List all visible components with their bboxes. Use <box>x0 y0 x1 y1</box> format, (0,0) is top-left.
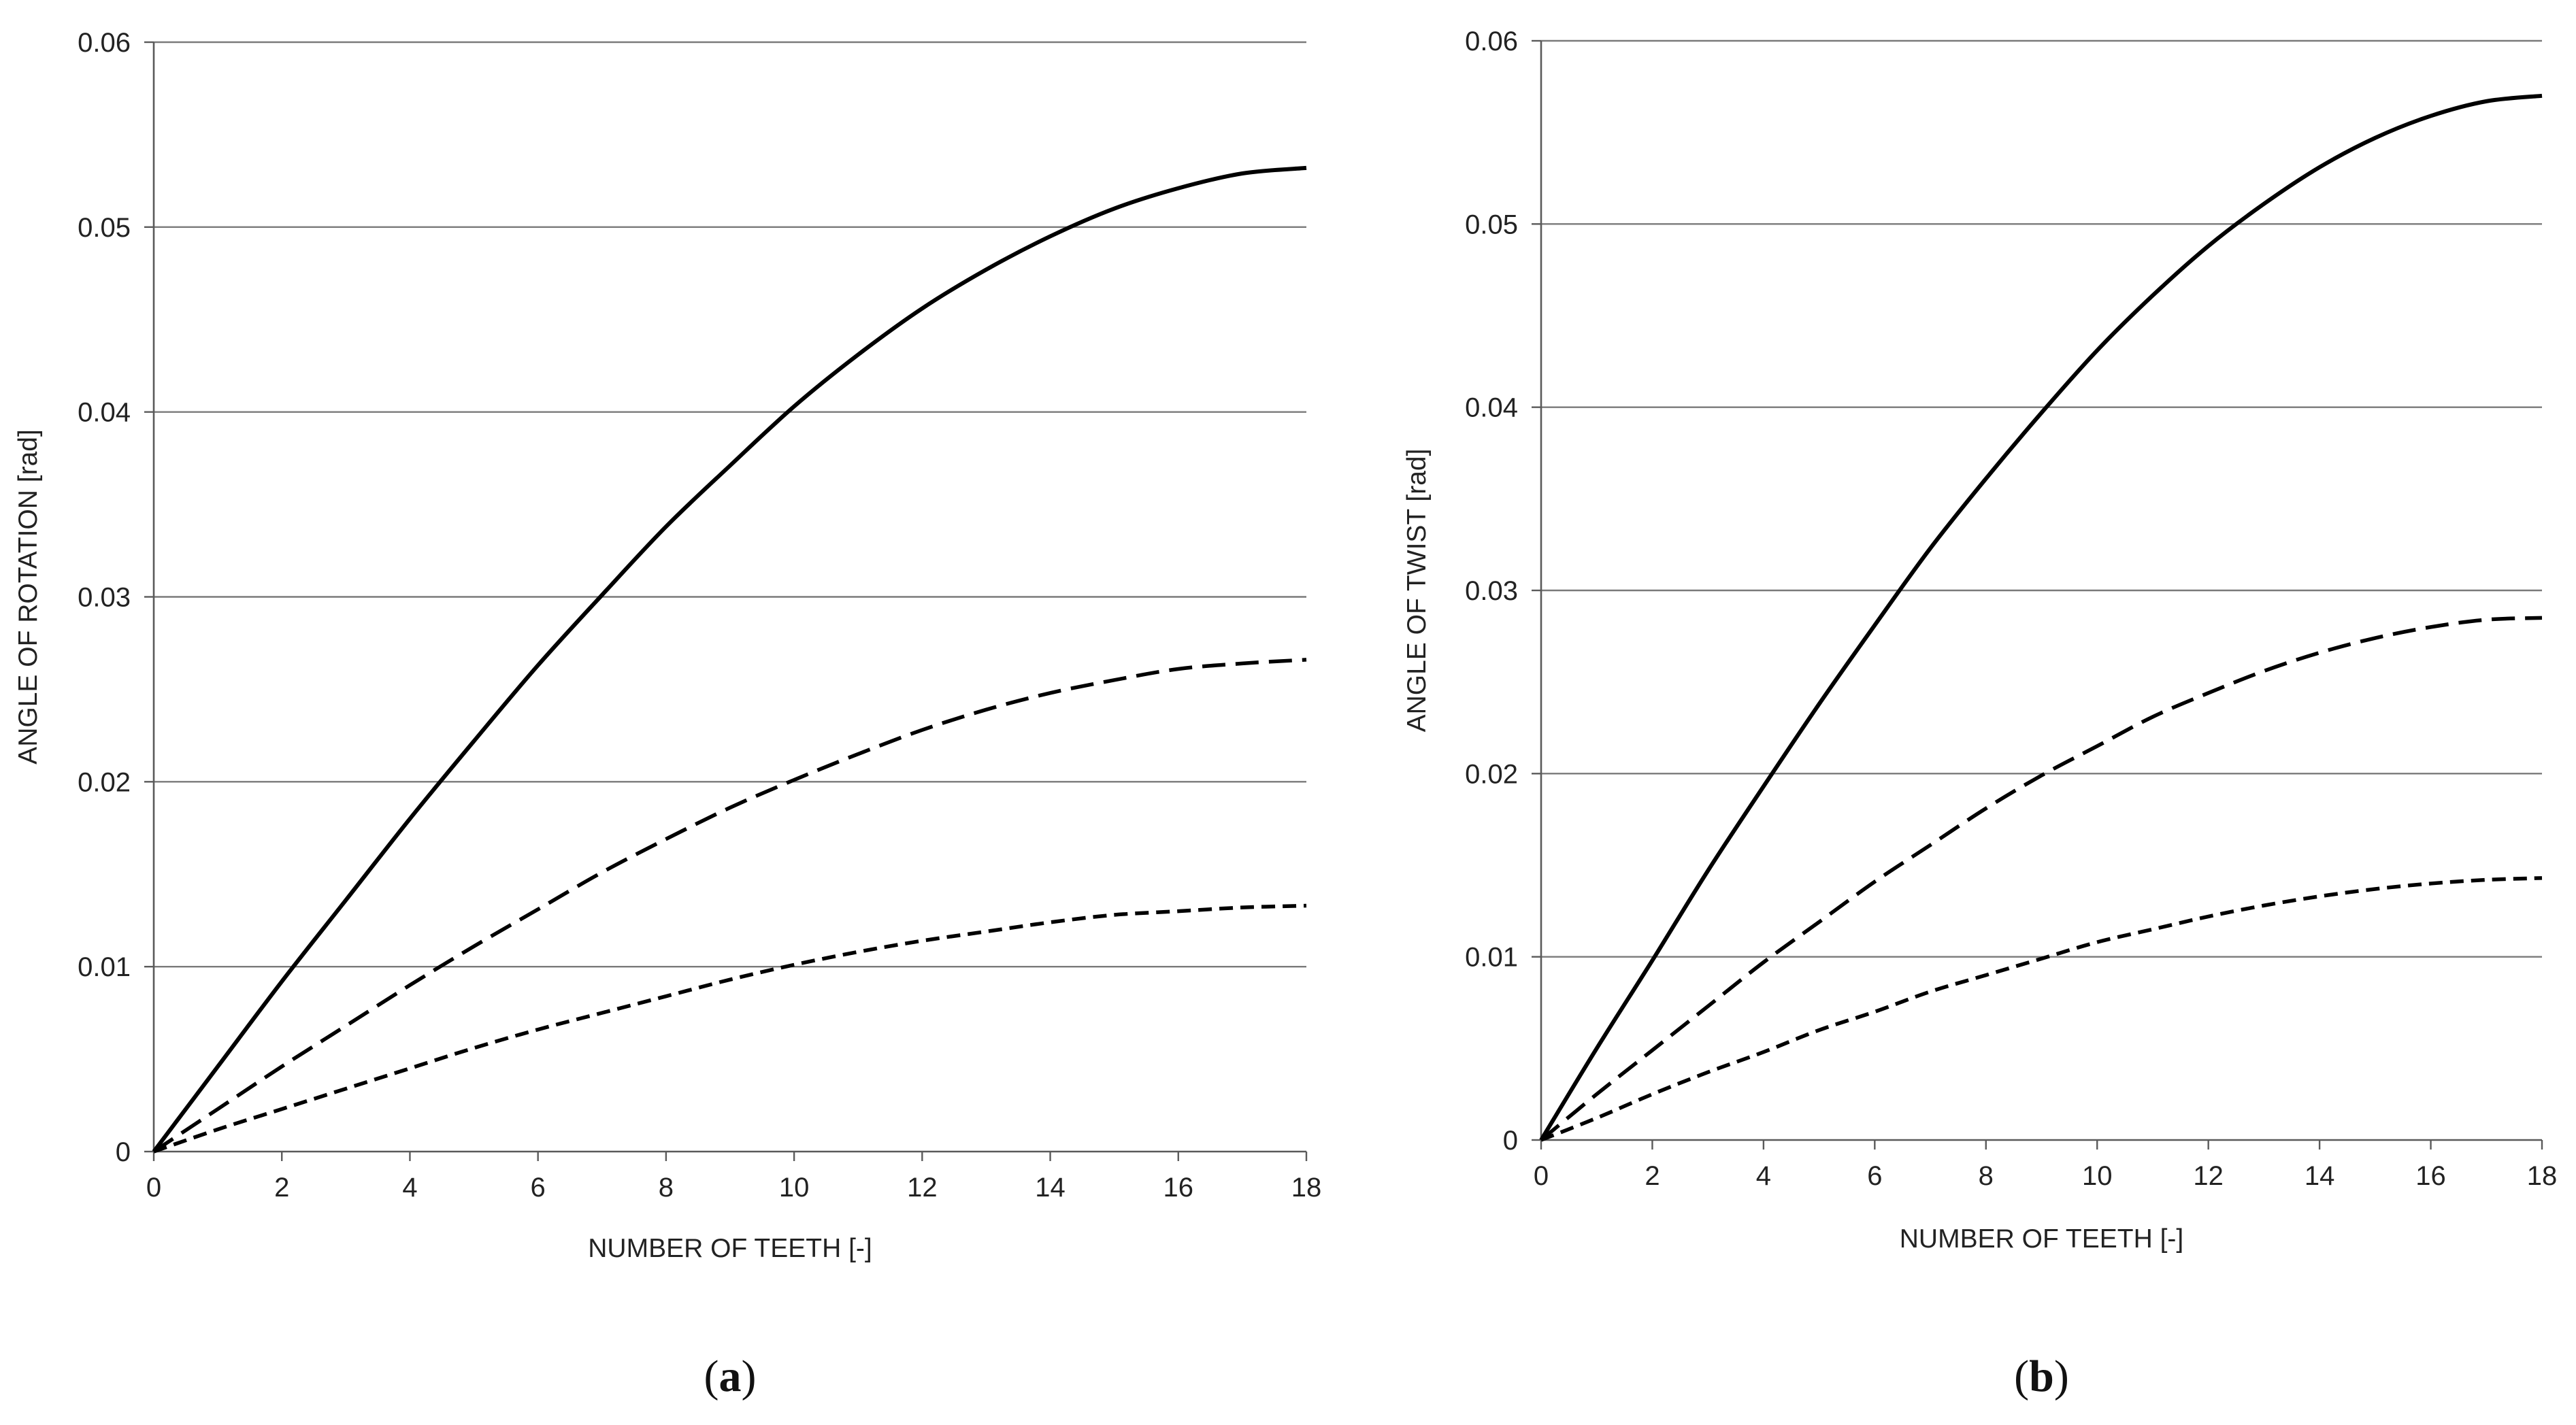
x-tick-label: 16 <box>2415 1161 2446 1191</box>
y-tick-label: 0 <box>116 1137 131 1167</box>
y-tick-label: 0 <box>1503 1126 1518 1156</box>
y-tick-label: 0.04 <box>1465 393 1518 423</box>
chart-panel-a: 0 0.01 0.02 0.03 0.04 0.05 0.06 0 2 4 6 8 10 12 14 16 18… <box>14 28 1321 1401</box>
chart-panel-b: 0 0.01 0.02 0.03 0.04 0.05 0.06 0 2 4 6 8 10 12 14 16 18… <box>1402 27 2557 1401</box>
series-line-solid <box>152 165 1307 1153</box>
panel-label-close-paren: ) <box>2054 1352 2069 1401</box>
y-tick-label: 0.02 <box>1465 759 1518 789</box>
series-line-dashed <box>1540 616 2543 1142</box>
y-tick-label: 0.03 <box>1465 576 1518 606</box>
y-axis-label: ANGLE OF TWIST [rad] <box>1402 449 1432 733</box>
x-tick-label: 4 <box>1756 1161 1771 1191</box>
panel-label-letter: b <box>2029 1352 2054 1401</box>
y-tick-label: 0.06 <box>1465 27 1518 56</box>
panel-label-open-paren: ( <box>704 1352 719 1401</box>
y-tick-label: 0.05 <box>1465 209 1518 239</box>
series-line-dashed <box>152 658 1307 1154</box>
x-tick-label: 16 <box>1163 1173 1194 1203</box>
series-line-dotted <box>153 903 1307 1154</box>
x-tick-label: 14 <box>1035 1173 1066 1203</box>
panel-label: (a) <box>704 1352 757 1401</box>
x-tick-label: 6 <box>531 1173 546 1203</box>
panel-label-open-paren: ( <box>2014 1352 2029 1401</box>
y-tick-label: 0.01 <box>1465 943 1518 973</box>
x-tick-label: 8 <box>1979 1161 1994 1191</box>
x-tick-label: 0 <box>1534 1161 1549 1191</box>
x-tick-label: 4 <box>402 1173 417 1203</box>
y-tick-label: 0.02 <box>78 767 131 797</box>
y-tick-label: 0.06 <box>78 28 131 58</box>
series-line-solid <box>1539 93 2543 1141</box>
y-axis-label: ANGLE OF ROTATION [rad] <box>14 429 43 765</box>
x-tick-label: 0 <box>146 1173 161 1203</box>
x-tick-label: 8 <box>659 1173 674 1203</box>
x-tick-label: 10 <box>2082 1161 2113 1191</box>
series-line-dotted <box>1540 876 2543 1142</box>
x-tick-label: 18 <box>2527 1161 2558 1191</box>
x-tick-label: 10 <box>779 1173 810 1203</box>
panel-label: (b) <box>2014 1352 2069 1401</box>
x-tick-label: 12 <box>907 1173 938 1203</box>
y-tick-label: 0.01 <box>78 952 131 982</box>
x-axis-label: NUMBER OF TEETH [-] <box>1900 1224 2183 1254</box>
panel-label-close-paren: ) <box>742 1352 757 1401</box>
x-axis-label: NUMBER OF TEETH [-] <box>588 1234 872 1263</box>
x-tick-label: 12 <box>2193 1161 2224 1191</box>
x-tick-label: 14 <box>2305 1161 2335 1191</box>
x-tick-label: 2 <box>1645 1161 1659 1191</box>
y-tick-label: 0.03 <box>78 583 131 613</box>
panel-label-letter: a <box>719 1352 742 1401</box>
x-tick-label: 2 <box>274 1173 289 1203</box>
y-tick-label: 0.04 <box>78 398 131 428</box>
x-tick-label: 18 <box>1291 1173 1322 1203</box>
y-tick-label: 0.05 <box>78 213 131 243</box>
x-tick-label: 6 <box>1867 1161 1882 1191</box>
